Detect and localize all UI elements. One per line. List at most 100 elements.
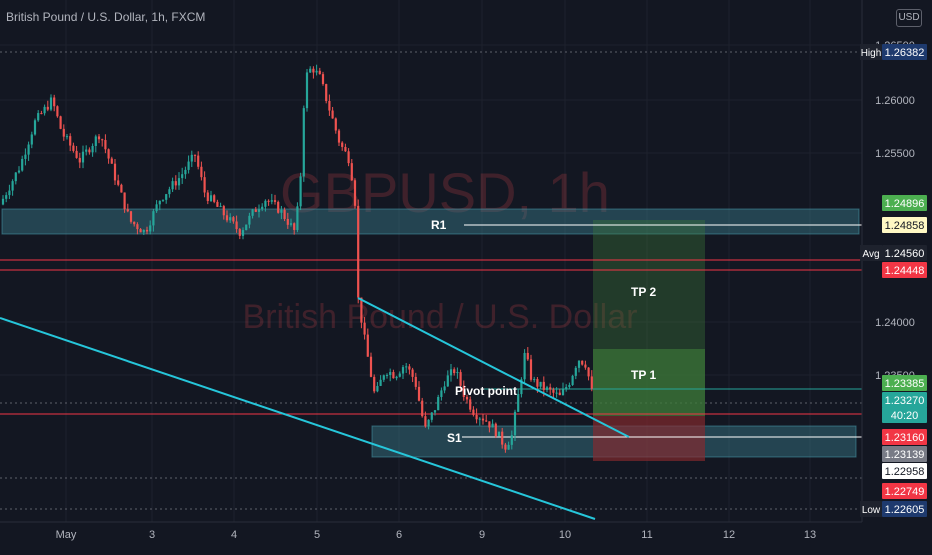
candle-body — [104, 140, 107, 150]
candle-body — [545, 387, 549, 390]
candle-body — [158, 200, 161, 205]
candles-layer — [1, 64, 593, 453]
candle-body — [565, 387, 568, 390]
candle-body — [270, 200, 273, 202]
price-label-tag: Avg — [862, 249, 879, 260]
candle-body — [440, 390, 443, 397]
price-label: 40:20 — [882, 407, 927, 423]
x-tick-label: 13 — [804, 529, 816, 541]
price-label-box — [882, 262, 927, 278]
price-label: 1.22605 Low — [860, 501, 927, 517]
candle-body — [571, 375, 574, 385]
candle-body — [459, 372, 462, 386]
tp1-label[interactable]: TP 1 — [631, 368, 656, 382]
candle-body — [465, 396, 469, 400]
candle-body — [481, 418, 485, 421]
candle-body — [97, 136, 101, 140]
price-label-box — [882, 446, 927, 462]
price-label-tag-box — [860, 245, 882, 261]
candle-body — [120, 184, 123, 193]
candle-body — [203, 177, 206, 193]
price-label-text: 1.22749 — [885, 486, 925, 498]
candle-body — [27, 144, 30, 155]
price-label: 1.23385 — [882, 375, 927, 391]
zones-layer — [1, 208, 860, 461]
candle-body — [491, 423, 494, 428]
candle-body — [94, 136, 97, 146]
candle-body — [443, 386, 446, 391]
price-label-tag-box — [860, 501, 882, 517]
candle-body — [241, 230, 245, 236]
price-label-text: 1.24448 — [885, 265, 925, 277]
candle-body — [8, 190, 11, 196]
candle-body — [1, 198, 5, 205]
upper-trendline — [357, 297, 630, 438]
watermark-name: British Pound / U.S. Dollar — [243, 298, 638, 336]
candle-body — [517, 394, 520, 412]
price-label-text: 1.24858 — [885, 220, 925, 232]
tp2-label[interactable]: TP 2 — [631, 285, 656, 299]
price-label-box — [882, 195, 927, 211]
candle-body — [165, 194, 168, 200]
candle-body — [72, 145, 75, 151]
candle-body — [46, 106, 49, 110]
candle-body — [184, 169, 187, 175]
trendlines-layer — [0, 297, 630, 520]
candle-body — [78, 157, 81, 163]
candle-body — [49, 97, 53, 110]
candle-body — [123, 192, 126, 210]
candle-body — [574, 367, 577, 376]
candle-body — [497, 431, 501, 437]
price-label-text: 1.23160 — [885, 432, 925, 444]
candle-body — [129, 211, 133, 222]
candle-body — [417, 386, 421, 401]
candle-body — [558, 392, 561, 396]
candle-body — [264, 200, 267, 207]
candle-body — [321, 74, 325, 85]
price-label-text: 1.24896 — [885, 198, 925, 210]
candle-body — [350, 163, 353, 181]
candle-body — [238, 229, 241, 236]
candle-body — [193, 154, 197, 156]
candle-body — [494, 423, 497, 437]
candle-body — [161, 199, 165, 201]
candle-body — [33, 120, 37, 135]
candle-body — [360, 297, 363, 323]
watermark-symbol: GBPUSD, 1h — [280, 161, 610, 224]
candle-body — [37, 113, 40, 121]
candle-body — [395, 376, 398, 379]
s1-label[interactable]: S1 — [447, 431, 462, 445]
r1-label[interactable]: R1 — [431, 218, 447, 232]
x-tick-label: 6 — [396, 529, 402, 541]
candle-body — [126, 209, 129, 212]
candle-body — [149, 225, 152, 232]
candle-body — [17, 170, 21, 173]
candle-body — [584, 364, 587, 368]
candle-body — [225, 215, 229, 221]
price-label-text: 1.23270 — [885, 395, 925, 407]
candle-body — [533, 379, 536, 381]
candle-body — [405, 366, 408, 368]
candle-body — [590, 376, 593, 389]
price-label: 1.24448 — [882, 262, 927, 278]
candle-body — [5, 195, 8, 199]
y-tick-label: 1.26000 — [875, 95, 915, 107]
candle-body — [40, 113, 43, 115]
candle-body — [568, 384, 571, 388]
candle-body — [507, 444, 510, 450]
candle-body — [235, 221, 238, 230]
x-tick-label: 4 — [231, 529, 237, 541]
currency-button[interactable]: USD — [896, 9, 922, 27]
candle-body — [206, 192, 209, 202]
candle-body — [107, 149, 110, 159]
candle-body — [337, 130, 341, 143]
x-tick-label: 12 — [723, 529, 735, 541]
candle-body — [539, 381, 542, 387]
pivot-point-label[interactable]: Pivot point — [455, 384, 517, 398]
y-tick-label: 1.25500 — [875, 148, 915, 160]
candle-body — [24, 154, 27, 159]
candle-body — [469, 399, 472, 410]
